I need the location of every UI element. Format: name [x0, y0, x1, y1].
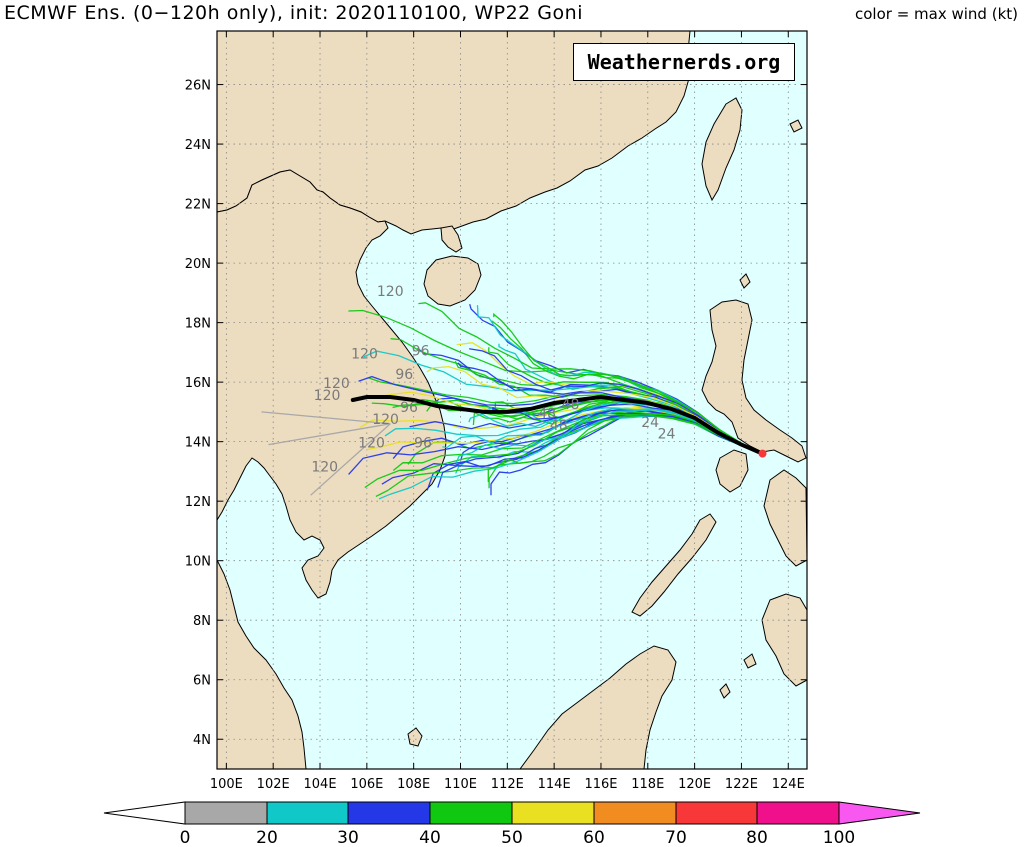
- weathernerds-watermark[interactable]: Weathernerds.org: [573, 43, 795, 81]
- lat-tick-label: 10N: [185, 555, 211, 570]
- track-hour-label: 120: [358, 436, 385, 452]
- ensemble-member-track: [469, 348, 763, 455]
- storm-init-point: [758, 449, 767, 458]
- plot-frame: [216, 30, 808, 770]
- lat-tick-label: 20N: [185, 257, 211, 272]
- track-hour-label: 120: [372, 412, 399, 428]
- colorbar-segment: [184, 801, 268, 825]
- land-malay-peninsula: [217, 559, 307, 769]
- lon-tick-label: 116E: [584, 777, 617, 792]
- colorbar-segment: [593, 801, 677, 825]
- track-hour-label: 96: [412, 343, 430, 359]
- colorbar-label: 50: [501, 828, 523, 847]
- colorbar-end-low: [103, 801, 186, 825]
- colorbar-label: 30: [337, 828, 359, 847]
- land-mindoro: [715, 449, 749, 493]
- lat-tick-label: 4N: [193, 733, 211, 748]
- land-palawan: [631, 513, 717, 617]
- track-hour-label: 120: [323, 376, 350, 392]
- track-hour-label: 96: [395, 367, 413, 383]
- lat-tick-label: 24N: [185, 138, 211, 153]
- axis-ticks: 4N 6N 8N 10N 12N 14N 16N 18N 20N 22N 24N 26N 100E 102…: [185, 31, 807, 792]
- lat-tick-label: 8N: [193, 614, 211, 629]
- colorbar-label: 20: [256, 828, 278, 847]
- track-hour-label: 120: [311, 459, 338, 475]
- lon-tick-label: 110E: [444, 777, 477, 792]
- track-hour-label: 120: [314, 388, 341, 404]
- lon-tick-label: 108E: [397, 777, 430, 792]
- ensemble-tracks: [261, 302, 767, 500]
- lon-tick-label: 112E: [491, 777, 524, 792]
- colorbar-label: 100: [823, 828, 855, 847]
- land-layer: [217, 31, 807, 769]
- lon-tick-label: 100E: [210, 777, 243, 792]
- lat-tick-label: 14N: [185, 436, 211, 451]
- track-hour-label: 48: [550, 418, 568, 434]
- track-hour-label: 120: [377, 284, 404, 300]
- land-small-island: [739, 273, 751, 289]
- lon-tick-label: 106E: [350, 777, 383, 792]
- lon-tick-label: 104E: [304, 777, 337, 792]
- ensemble-member-track: [364, 413, 763, 489]
- colorbar-label: 0: [180, 828, 191, 847]
- land-small-island: [407, 727, 423, 747]
- land-leizhou: [440, 225, 463, 253]
- colorbar-label: 70: [665, 828, 687, 847]
- lat-tick-label: 6N: [193, 674, 211, 689]
- land-borneo: [519, 645, 677, 769]
- ensemble-member-track: [261, 411, 391, 425]
- land-mindanao: [761, 593, 807, 687]
- colorbar-label: 80: [746, 828, 768, 847]
- track-hour-label: 96: [414, 436, 432, 452]
- colorbar-segment: [347, 801, 431, 825]
- colorbar-label: 60: [583, 828, 605, 847]
- lat-tick-label: 12N: [185, 495, 211, 510]
- lon-tick-label: 114E: [538, 777, 571, 792]
- lon-tick-label: 118E: [631, 777, 664, 792]
- land-visayas: [763, 469, 807, 567]
- ensemble-member-track: [418, 302, 763, 455]
- track-hour-label: 48: [562, 397, 580, 413]
- color-legend-caption: color = max wind (kt): [855, 5, 1018, 23]
- land-luzon: [701, 299, 807, 463]
- colorbar-segment: [675, 801, 758, 825]
- colorbar-segment: [266, 801, 349, 825]
- track-hour-label: 24: [641, 415, 659, 431]
- track-hour-label: 120: [351, 346, 378, 362]
- lon-tick-label: 102E: [257, 777, 290, 792]
- colorbar-segment: [429, 801, 513, 825]
- lat-tick-label: 16N: [185, 376, 211, 391]
- lon-tick-label: 122E: [725, 777, 758, 792]
- land-small-island: [743, 653, 757, 669]
- lat-tick-label: 18N: [185, 317, 211, 332]
- land-hainan: [423, 255, 482, 307]
- colorbar-segment: [511, 801, 595, 825]
- chart-title: ECMWF Ens. (0−120h only), init: 20201101…: [4, 2, 583, 24]
- ensemble-member-track: [268, 423, 391, 446]
- lon-tick-label: 124E: [772, 777, 805, 792]
- colorbar-end-high: [838, 801, 921, 825]
- ensemble-member-track: [457, 362, 763, 455]
- land-small-island: [719, 683, 731, 699]
- land-small-island: [789, 119, 803, 133]
- lon-tick-label: 120E: [678, 777, 711, 792]
- colorbar-label: 40: [419, 828, 441, 847]
- track-hour-label: 96: [400, 400, 418, 416]
- land-taiwan: [701, 97, 743, 202]
- lat-tick-label: 26N: [185, 79, 211, 94]
- track-hour-label: 24: [658, 427, 676, 443]
- ensemble-member-track: [310, 423, 391, 496]
- ensemble-mean-track: [350, 394, 765, 456]
- wind-colorbar: 0 20 30 40 50 60 70 80 100: [103, 801, 921, 847]
- track-hour-label: 48: [538, 406, 556, 422]
- colorbar-segment: [756, 801, 840, 825]
- lat-tick-label: 22N: [185, 198, 211, 213]
